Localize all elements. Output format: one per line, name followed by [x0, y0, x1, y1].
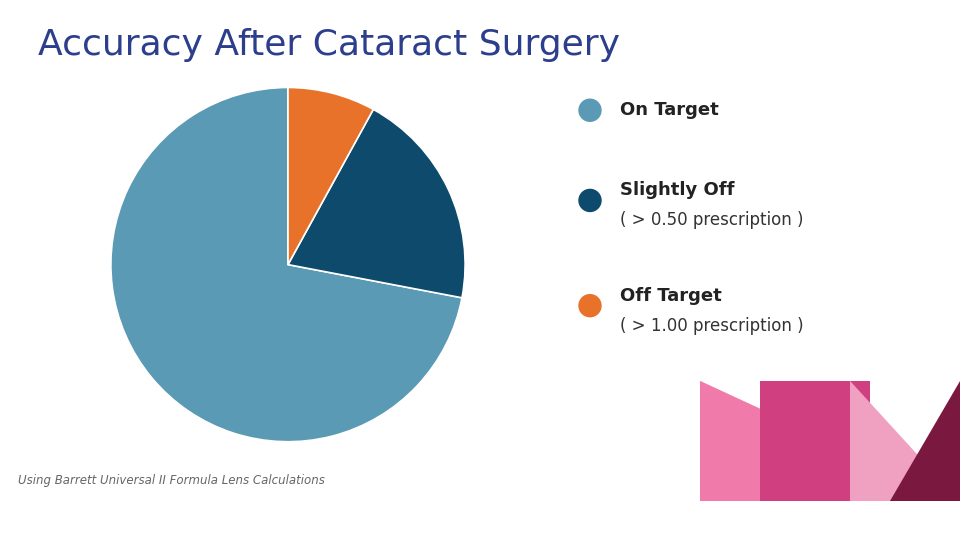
- Text: On Target: On Target: [620, 101, 719, 119]
- Polygon shape: [760, 381, 870, 501]
- Text: ( > 1.00 prescription ): ( > 1.00 prescription ): [620, 317, 804, 335]
- Wedge shape: [288, 87, 373, 265]
- Text: Accuracy After Cataract Surgery: Accuracy After Cataract Surgery: [38, 28, 620, 62]
- Wedge shape: [111, 87, 462, 442]
- Text: EyeMountain.com: EyeMountain.com: [774, 511, 941, 530]
- Text: Slightly Off: Slightly Off: [620, 181, 734, 199]
- Wedge shape: [288, 110, 465, 298]
- Text: Off Target: Off Target: [620, 287, 722, 305]
- Circle shape: [579, 99, 601, 122]
- Polygon shape: [850, 381, 960, 501]
- Polygon shape: [890, 381, 960, 501]
- Text: ( > 0.50 prescription ): ( > 0.50 prescription ): [620, 212, 804, 230]
- Circle shape: [579, 295, 601, 316]
- Polygon shape: [700, 381, 960, 501]
- Text: Using Barrett Universal II Formula Lens Calculations: Using Barrett Universal II Formula Lens …: [18, 474, 324, 487]
- Circle shape: [579, 190, 601, 212]
